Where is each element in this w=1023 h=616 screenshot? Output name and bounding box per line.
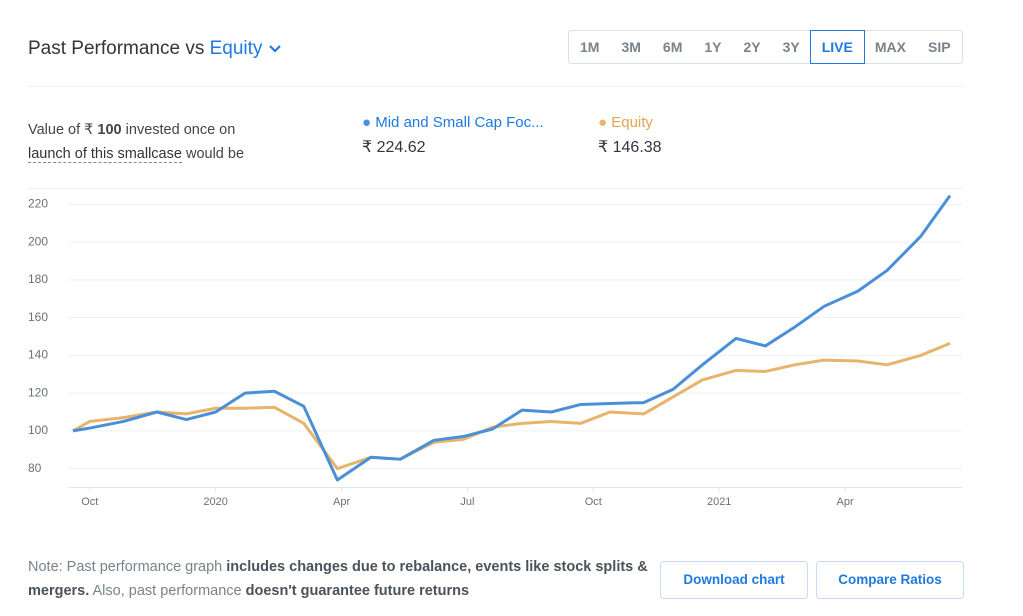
range-button[interactable]: SIP <box>927 39 951 55</box>
benchmark-dropdown[interactable]: Equity <box>210 38 282 59</box>
chevron <box>268 45 281 53</box>
range-button[interactable]: LIVE <box>809 30 865 64</box>
range-button[interactable]: 6M <box>662 39 683 55</box>
y-tick-label: 220 <box>28 197 48 211</box>
range-button[interactable]: 1Y <box>704 39 722 55</box>
series-line <box>72 341 951 471</box>
summary-amount: 100 <box>97 122 122 138</box>
x-tick-label: Oct <box>81 496 98 508</box>
summary-text: would be <box>185 146 245 162</box>
y-tick-label: 140 <box>28 348 48 362</box>
legend-label: ● Equity <box>598 114 653 131</box>
y-tick-label: 200 <box>28 234 48 248</box>
range-button[interactable]: 2Y <box>743 39 761 55</box>
series-line <box>72 194 952 482</box>
y-tick-label: 180 <box>28 272 48 286</box>
summary-text: Value of ₹ <box>28 122 94 138</box>
summary-text: invested once on <box>125 122 236 138</box>
benchmark: Equity <box>209 38 263 59</box>
y-tick-label: 120 <box>28 385 48 399</box>
x-tick-label: Jul <box>460 496 474 508</box>
legend-value: ₹ 146.38 <box>598 139 662 156</box>
summary-link[interactable]: launch of this smallcase <box>28 146 182 163</box>
x-tick-label: Apr <box>333 496 350 508</box>
legend-value: ₹ 224.62 <box>362 139 426 156</box>
note-text: Also, past performance <box>92 583 242 599</box>
y-tick-label: 100 <box>28 423 48 437</box>
range-button[interactable]: 3M <box>621 39 641 55</box>
separator <box>28 188 962 189</box>
legend-name: Equity <box>611 114 653 131</box>
note-bold: doesn't guarantee future returns <box>245 583 470 599</box>
y-tick-label: 80 <box>28 461 42 475</box>
separator <box>28 86 962 87</box>
legend-label: ● Mid and Small Cap Foc... <box>362 114 544 131</box>
x-tick-label: 2020 <box>203 496 227 508</box>
chart: 80 100 120 140 160 180 200 220 Oct 2020 Apr Jul Oct 2… <box>28 194 962 508</box>
x-tick-label: Apr <box>837 496 854 508</box>
note-bold: includes changes due to rebalance, event… <box>28 559 648 599</box>
x-tick-label: Oct <box>585 496 602 508</box>
note-text: Note: Past performance graph <box>28 559 223 575</box>
range-selector: 1M 3M 6M 1Y 2Y 3Y LIVE MAX SIP <box>568 30 963 64</box>
download-button[interactable]: Download chart <box>660 561 808 599</box>
legend-item: ● Mid and Small Cap Foc... ₹ 224.62 <box>362 114 544 157</box>
header-title: Past Performance vs Equity <box>28 38 282 60</box>
range-button[interactable]: 1M <box>580 39 600 55</box>
x-tick-label: 2021 <box>707 496 731 508</box>
summary: Value of ₹ 100 invested once on launch o… <box>28 118 244 166</box>
compare-button[interactable]: Compare Ratios <box>816 561 964 599</box>
range-button[interactable]: 3Y <box>782 39 800 55</box>
note: Note: Past performance graph includes ch… <box>28 555 668 603</box>
range-button[interactable]: MAX <box>874 39 906 55</box>
legend-item: ● Equity ₹ 146.38 <box>598 114 662 157</box>
legend-name: Mid and Small Cap Foc... <box>375 114 544 131</box>
y-tick-label: 160 <box>28 310 48 324</box>
title: Past Performance vs <box>28 38 205 59</box>
